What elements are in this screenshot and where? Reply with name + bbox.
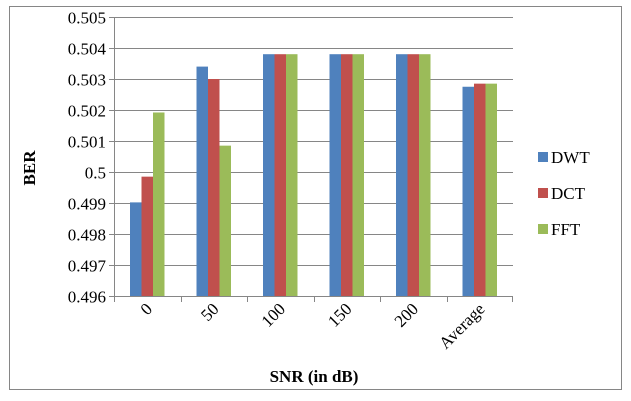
bar-dwt-average xyxy=(462,86,474,296)
bar-dct-50 xyxy=(208,79,220,296)
legend-label-fft: FFT xyxy=(551,220,581,239)
gridlines xyxy=(114,17,513,266)
y-tick-label: 0.5 xyxy=(85,164,106,183)
bar-dct-150 xyxy=(341,54,353,297)
legend-label-dwt: DWT xyxy=(551,148,590,167)
legend-label-dct: DCT xyxy=(551,184,586,203)
chart-border xyxy=(9,6,622,390)
bars xyxy=(130,54,497,297)
bar-dwt-0 xyxy=(130,202,142,296)
y-tick-label: 0.505 xyxy=(68,9,106,28)
legend: DWT DCT FFT xyxy=(538,148,590,239)
y-tick-label: 0.504 xyxy=(68,40,107,59)
axes xyxy=(109,17,513,302)
bar-dwt-150 xyxy=(329,54,341,297)
y-tick-label: 0.499 xyxy=(68,195,106,214)
y-tick-label: 0.496 xyxy=(68,288,106,307)
bar-dct-0 xyxy=(141,176,153,296)
bar-fft-150 xyxy=(352,54,364,297)
y-tick-label: 0.502 xyxy=(68,102,106,121)
bar-dwt-200 xyxy=(396,54,408,297)
bar-fft-average xyxy=(485,83,497,297)
y-tick-label: 0.503 xyxy=(68,71,106,90)
bar-fft-0 xyxy=(153,112,165,296)
bar-dwt-100 xyxy=(263,54,275,297)
y-tick-label: 0.501 xyxy=(68,133,106,152)
bar-fft-50 xyxy=(219,145,231,296)
legend-swatch-fft xyxy=(538,224,548,234)
y-tick-label: 0.497 xyxy=(68,257,107,276)
bar-dct-100 xyxy=(274,54,286,297)
y-tick-label: 0.498 xyxy=(68,226,106,245)
legend-swatch-dct xyxy=(538,188,548,198)
bar-fft-200 xyxy=(419,54,431,297)
bar-dct-average xyxy=(474,83,486,297)
y-tick-labels: 0.496 0.497 0.498 0.499 0.5 0.501 0.502 0.503 0.… xyxy=(68,9,107,307)
bar-fft-100 xyxy=(286,54,298,297)
y-axis-title: BER xyxy=(20,150,39,186)
legend-swatch-dwt xyxy=(538,152,548,162)
x-axis-title: SNR (in dB) xyxy=(270,367,359,386)
bar-dct-200 xyxy=(407,54,419,297)
bar-dwt-50 xyxy=(196,66,208,296)
